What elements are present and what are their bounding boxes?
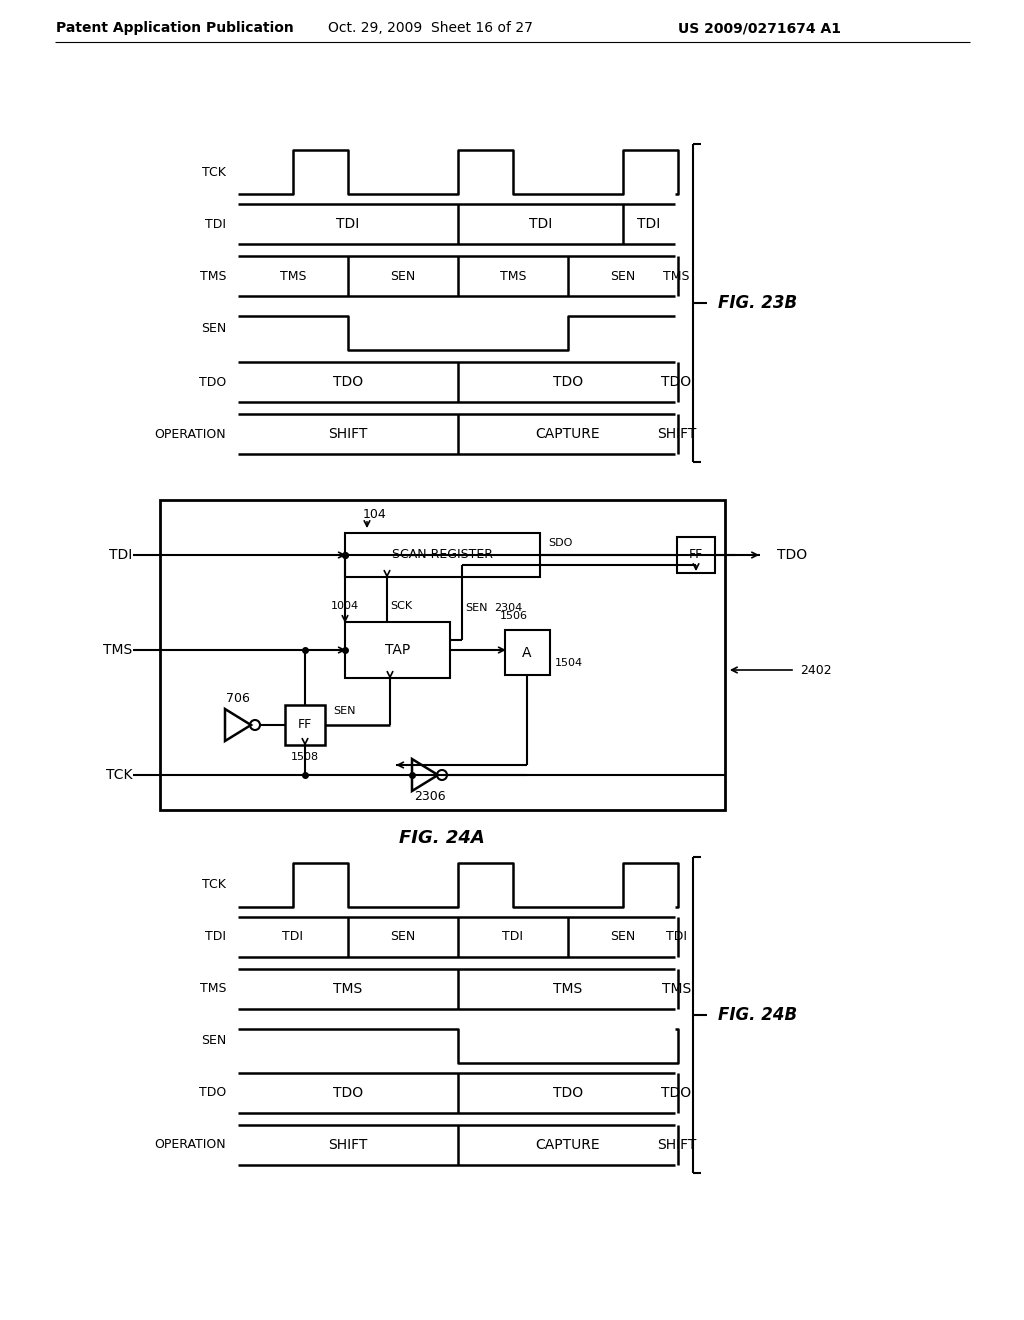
Text: FIG. 24A: FIG. 24A [399, 829, 485, 847]
Text: TDI: TDI [109, 548, 132, 562]
Text: TDI: TDI [205, 218, 226, 231]
Bar [345, 533, 540, 577]
Text: SEN: SEN [201, 1035, 226, 1048]
Text: SHIFT: SHIFT [329, 426, 368, 441]
Bar [677, 537, 715, 573]
Text: SEN: SEN [610, 269, 636, 282]
Text: TDI: TDI [205, 931, 226, 944]
Text: SHIFT: SHIFT [656, 1138, 696, 1152]
Text: 2402: 2402 [800, 664, 831, 676]
Text: CAPTURE: CAPTURE [536, 1138, 600, 1152]
Text: TDI: TDI [336, 216, 359, 231]
Text: 2306: 2306 [414, 791, 445, 804]
Text: 2304: 2304 [494, 603, 522, 612]
Text: FIG. 23B: FIG. 23B [719, 294, 798, 312]
Text: TDO: TDO [333, 1086, 364, 1100]
Text: FF: FF [689, 549, 703, 561]
Text: TDI: TDI [503, 931, 523, 944]
Text: 1506: 1506 [500, 611, 528, 620]
Text: TCK: TCK [202, 879, 226, 891]
Text: 706: 706 [226, 693, 250, 705]
Text: TDO: TDO [553, 375, 583, 389]
Text: TMS: TMS [102, 643, 132, 657]
Text: SEN: SEN [201, 322, 226, 334]
Text: SHIFT: SHIFT [329, 1138, 368, 1152]
Text: 1504: 1504 [555, 657, 583, 668]
Text: TDO: TDO [199, 1086, 226, 1100]
Bar [160, 500, 725, 810]
Text: 1004: 1004 [331, 601, 359, 611]
Bar [345, 622, 450, 678]
Text: TCK: TCK [105, 768, 132, 781]
Text: TMS: TMS [500, 269, 526, 282]
Text: TMS: TMS [664, 269, 690, 282]
Text: TDO: TDO [333, 375, 364, 389]
Text: A: A [522, 645, 531, 660]
Text: TDO: TDO [662, 375, 691, 389]
Text: TMS: TMS [662, 982, 691, 997]
Text: 1508: 1508 [291, 752, 319, 762]
Text: TDO: TDO [662, 1086, 691, 1100]
Text: SHIFT: SHIFT [656, 426, 696, 441]
Text: SCK: SCK [390, 601, 412, 611]
Text: TDO: TDO [553, 1086, 583, 1100]
Text: OPERATION: OPERATION [155, 1138, 226, 1151]
Text: 104: 104 [362, 508, 387, 521]
Text: TCK: TCK [202, 165, 226, 178]
Text: TDI: TDI [283, 931, 303, 944]
Bar [505, 630, 550, 675]
Text: SEN: SEN [390, 931, 416, 944]
Text: CAPTURE: CAPTURE [536, 426, 600, 441]
Text: TMS: TMS [280, 269, 306, 282]
Text: TMS: TMS [553, 982, 583, 997]
Text: SEN: SEN [333, 706, 355, 715]
Text: TDI: TDI [637, 216, 660, 231]
Text: TDI: TDI [666, 931, 687, 944]
Text: Oct. 29, 2009  Sheet 16 of 27: Oct. 29, 2009 Sheet 16 of 27 [328, 21, 532, 36]
Text: SEN: SEN [390, 269, 416, 282]
Text: SEN: SEN [610, 931, 636, 944]
Text: SCAN REGISTER: SCAN REGISTER [392, 549, 493, 561]
Text: OPERATION: OPERATION [155, 428, 226, 441]
Text: FIG. 24B: FIG. 24B [719, 1006, 798, 1024]
Text: SEN: SEN [465, 603, 487, 612]
Text: TMS: TMS [200, 269, 226, 282]
Text: TDI: TDI [528, 216, 552, 231]
Text: TDO: TDO [199, 375, 226, 388]
Text: Patent Application Publication: Patent Application Publication [56, 21, 294, 36]
Text: TMS: TMS [334, 982, 362, 997]
Bar [285, 705, 325, 744]
Text: SDO: SDO [548, 539, 572, 548]
Text: US 2009/0271674 A1: US 2009/0271674 A1 [679, 21, 842, 36]
Text: FF: FF [298, 718, 312, 731]
Text: TMS: TMS [200, 982, 226, 995]
Text: TDO: TDO [777, 548, 807, 562]
Text: TAP: TAP [385, 643, 411, 657]
